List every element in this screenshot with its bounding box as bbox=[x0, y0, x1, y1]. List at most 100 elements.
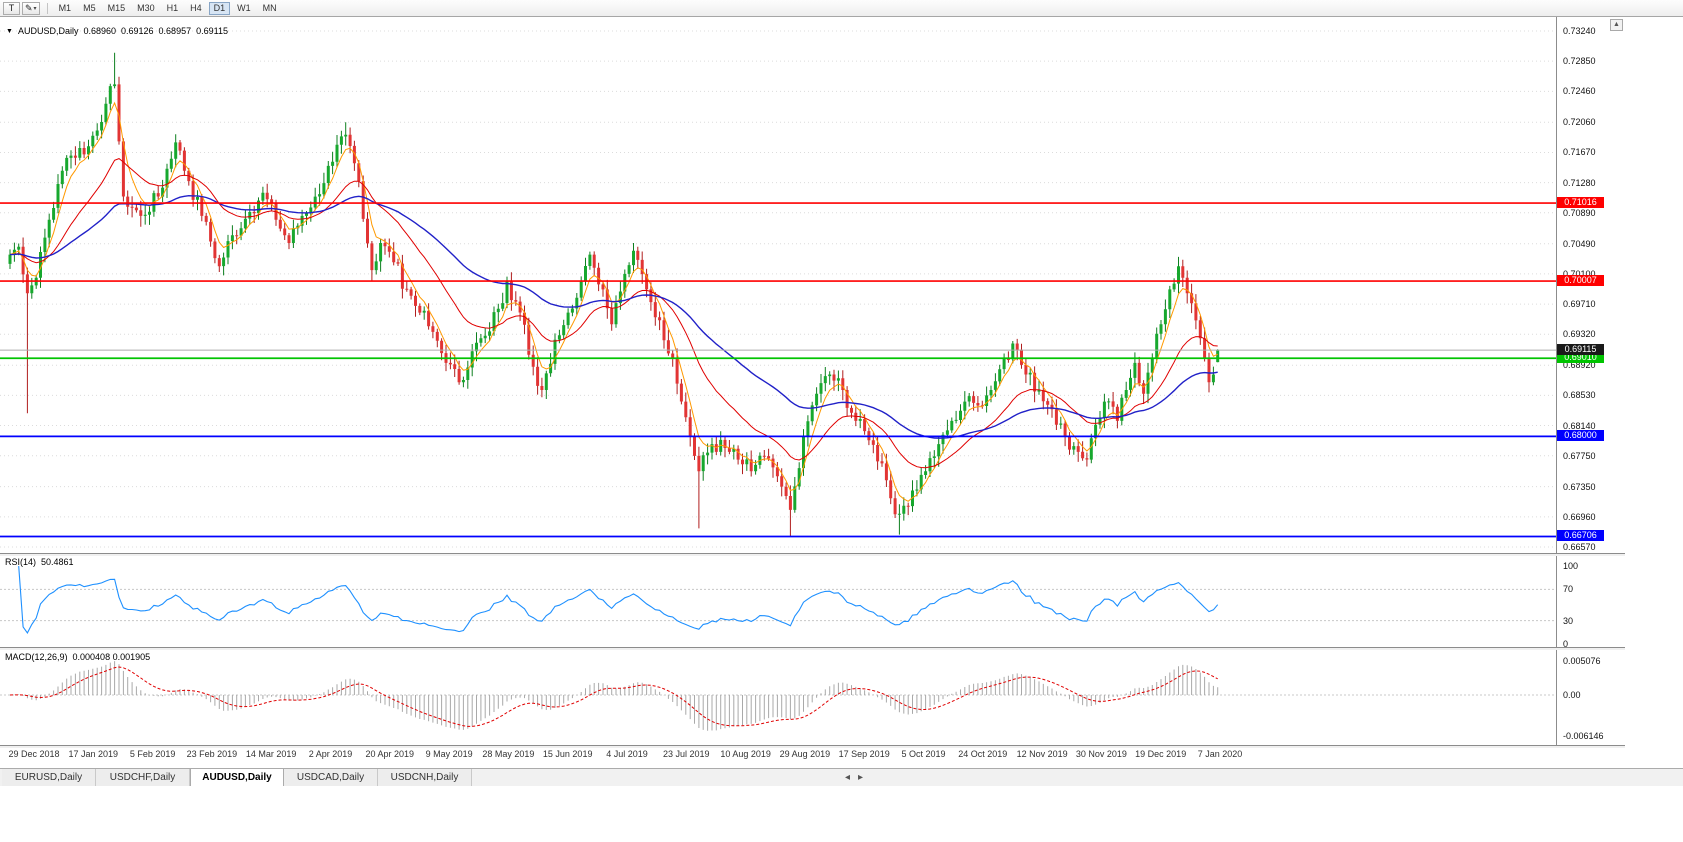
tab-strip: EURUSD,Daily USDCHF,Daily AUDUSD,Daily USDC… bbox=[2, 769, 1683, 786]
date-axis-label: 30 Nov 2019 bbox=[1075, 749, 1127, 759]
date-axis-label: 19 Dec 2019 bbox=[1135, 749, 1187, 759]
price-level-marker: 0.71016 bbox=[1557, 197, 1604, 209]
timeframe-button-d1[interactable]: D1 bbox=[208, 1, 231, 15]
date-axis-label: 29 Dec 2018 bbox=[8, 749, 60, 759]
low-value: 0.68957 bbox=[158, 26, 192, 36]
date-axis-label: 17 Jan 2019 bbox=[68, 749, 119, 759]
rsi-axis-tick: 30 bbox=[1563, 615, 1574, 626]
chart-tab-bar: EURUSD,Daily USDCHF,Daily AUDUSD,Daily USDC… bbox=[0, 768, 1683, 786]
macd-indicator-label: MACD(12,26,9) 0.000408 0.001905 bbox=[5, 652, 150, 662]
chart-ohlc-header: ▼ AUDUSD,Daily 0.68960 0.69126 0.68957 0… bbox=[6, 26, 228, 36]
price-axis-tick: 0.68140 bbox=[1563, 420, 1596, 431]
price-axis-tick: 0.67350 bbox=[1563, 481, 1596, 492]
price-axis-tick: 0.69320 bbox=[1563, 329, 1596, 340]
macd-axis-tick: -0.006146 bbox=[1563, 731, 1604, 742]
collapse-icon: ▼ bbox=[6, 27, 13, 35]
rsi-indicator-label: RSI(14) 50.4861 bbox=[5, 557, 74, 567]
price-axis-tick: 0.72460 bbox=[1563, 86, 1596, 97]
chevron-down-icon: ▾ bbox=[33, 5, 37, 12]
price-axis: 0.73240 0.72850 0.72460 0.72060 0.71670 0.712… bbox=[1557, 17, 1625, 745]
date-axis-label: 9 May 2019 bbox=[425, 749, 473, 759]
date-axis-label: 17 Sep 2019 bbox=[838, 749, 890, 759]
date-axis-label: 5 Oct 2019 bbox=[901, 749, 946, 759]
macd-axis-tick: 0.005076 bbox=[1563, 655, 1601, 666]
timeframe-button-m1[interactable]: M1 bbox=[54, 2, 77, 15]
timeframe-button-h1[interactable]: H1 bbox=[162, 2, 184, 15]
panel-splitter-macd[interactable] bbox=[0, 647, 1625, 650]
close-value: 0.69115 bbox=[196, 26, 228, 36]
date-axis-label: 28 May 2019 bbox=[482, 749, 535, 759]
timeframe-button-m15[interactable]: M15 bbox=[103, 2, 131, 15]
panel-splitter-rsi[interactable] bbox=[0, 553, 1625, 556]
draw-tool-button[interactable]: ✎ ▾ bbox=[22, 1, 40, 15]
date-axis-label: 23 Jul 2019 bbox=[663, 749, 710, 759]
date-axis-label: 12 Nov 2019 bbox=[1016, 749, 1068, 759]
macd-values: 0.000408 0.001905 bbox=[72, 652, 151, 662]
price-axis-tick: 0.69710 bbox=[1563, 299, 1596, 310]
price-axis-tick: 0.70100 bbox=[1563, 268, 1596, 279]
price-level-marker: 0.68000 bbox=[1557, 430, 1604, 442]
date-axis-label: 15 Jun 2019 bbox=[542, 749, 593, 759]
price-axis-tick: 0.66570 bbox=[1563, 541, 1596, 552]
date-axis-label: 29 Aug 2019 bbox=[779, 749, 831, 759]
price-axis-tick: 0.71670 bbox=[1563, 147, 1596, 158]
date-axis-label: 14 Mar 2019 bbox=[245, 749, 297, 759]
price-level-marker: 0.69010 bbox=[1557, 352, 1604, 364]
price-level-marker: 0.66706 bbox=[1557, 530, 1604, 542]
timeframe-button-mn[interactable]: MN bbox=[258, 2, 282, 15]
date-axis-label: 23 Feb 2019 bbox=[186, 749, 238, 759]
date-axis-label: 24 Oct 2019 bbox=[958, 749, 1008, 759]
timeframe-button-h4[interactable]: H4 bbox=[185, 2, 207, 15]
price-axis-tick: 0.67750 bbox=[1563, 450, 1596, 461]
timeframe-button-m30[interactable]: M30 bbox=[132, 2, 160, 15]
price-level-marker: 0.70007 bbox=[1557, 275, 1604, 287]
date-axis-label: 10 Aug 2019 bbox=[720, 749, 771, 759]
rsi-axis-tick: 0 bbox=[1563, 639, 1569, 649]
tab-scroll-left-button[interactable]: ◂ bbox=[845, 772, 851, 783]
rsi-value: 50.4861 bbox=[41, 557, 74, 567]
price-axis-tick: 0.66960 bbox=[1563, 511, 1596, 522]
current-price-marker: 0.69115 bbox=[1557, 344, 1604, 356]
tab-scroll-arrows: ◂ ▸ bbox=[845, 772, 863, 783]
date-axis-label: 7 Jan 2020 bbox=[1197, 749, 1243, 759]
chart-tab-usdcnh[interactable]: USDCNH,Daily bbox=[378, 769, 472, 786]
tab-scroll-right-button[interactable]: ▸ bbox=[858, 772, 864, 783]
toolbar: T ✎ ▾ M1 M5 M15 M30 H1 H4 D1 W1 MN bbox=[0, 0, 1683, 17]
date-axis-separator bbox=[0, 745, 1625, 748]
chart-tab-usdcad[interactable]: USDCAD,Daily bbox=[284, 769, 378, 786]
timeframe-button-w1[interactable]: W1 bbox=[232, 2, 256, 15]
price-axis-tick: 0.70890 bbox=[1563, 207, 1596, 218]
axis-separator bbox=[1556, 17, 1557, 746]
chart-tab-eurusd[interactable]: EURUSD,Daily bbox=[2, 769, 96, 786]
price-axis-tick: 0.73240 bbox=[1563, 26, 1596, 36]
date-axis-label: 20 Apr 2019 bbox=[365, 749, 415, 759]
macd-name: MACD(12,26,9) bbox=[5, 652, 68, 662]
price-axis-tick: 0.70490 bbox=[1563, 238, 1596, 249]
scroll-up-button[interactable]: ▲ bbox=[1610, 19, 1623, 31]
price-axis-tick: 0.72850 bbox=[1563, 56, 1596, 67]
chart-type-button[interactable]: T bbox=[3, 1, 20, 15]
rsi-name: RSI(14) bbox=[5, 557, 37, 567]
toolbar-separator bbox=[46, 2, 48, 14]
rsi-axis-tick: 100 bbox=[1563, 561, 1579, 571]
timeframe-button-m5[interactable]: M5 bbox=[78, 2, 101, 15]
price-axis-tick: 0.68920 bbox=[1563, 360, 1596, 371]
date-axis: 29 Dec 2018 17 Jan 2019 5 Feb 2019 23 Feb 2… bbox=[0, 749, 1625, 762]
chart-tab-audusd[interactable]: AUDUSD,Daily bbox=[190, 769, 284, 786]
symbol-label: AUDUSD,Daily bbox=[17, 26, 79, 36]
price-axis-tick: 0.71280 bbox=[1563, 177, 1596, 188]
macd-axis-tick: 0.00 bbox=[1563, 690, 1581, 700]
date-axis-label: 4 Jul 2019 bbox=[606, 749, 648, 759]
open-value: 0.68960 bbox=[83, 26, 116, 36]
date-axis-label: 2 Apr 2019 bbox=[308, 749, 353, 759]
pen-icon: ✎ bbox=[25, 2, 33, 13]
date-axis-label: 5 Feb 2019 bbox=[129, 749, 176, 759]
price-axis-tick: 0.72060 bbox=[1563, 117, 1596, 128]
chart-tab-usdchf[interactable]: USDCHF,Daily bbox=[96, 769, 190, 786]
timeframe-group: M1 M5 M15 M30 H1 H4 D1 W1 MN bbox=[53, 1, 283, 15]
price-axis-tick: 0.68530 bbox=[1563, 390, 1596, 401]
high-value: 0.69126 bbox=[121, 26, 154, 36]
rsi-axis-tick: 70 bbox=[1563, 584, 1574, 595]
